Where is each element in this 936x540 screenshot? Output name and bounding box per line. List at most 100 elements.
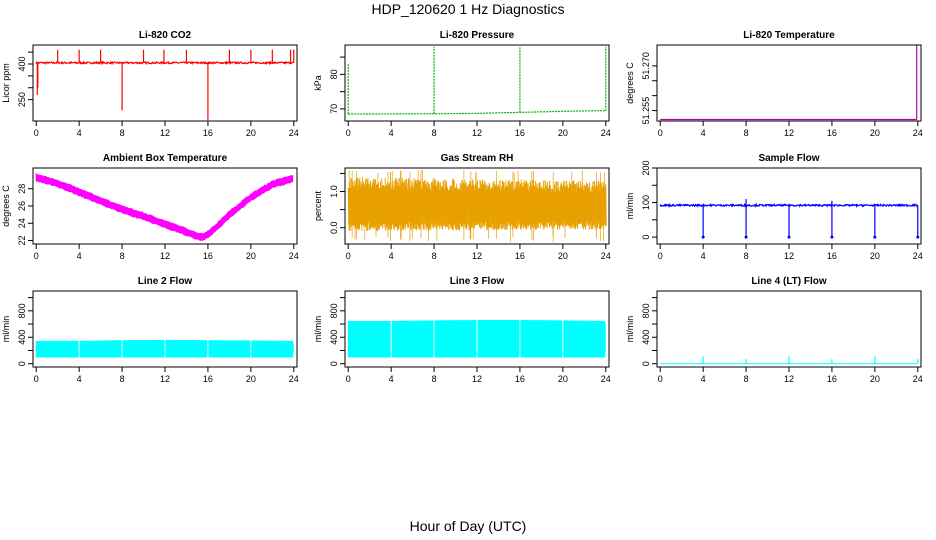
rh-trace <box>477 189 480 224</box>
x-tick-label: 24 <box>913 374 923 384</box>
x-tick-label: 4 <box>77 374 82 384</box>
y-axis-label: ml/min <box>313 316 323 343</box>
x-tick-label: 16 <box>515 374 525 384</box>
panel-title: Li-820 Pressure <box>440 30 515 41</box>
chart-panel-3: Ambient Box Temperature degrees C 0 4 8 12 16 2… <box>1 153 299 261</box>
x-tick-label: 12 <box>472 251 482 261</box>
x-tick-label: 16 <box>203 251 213 261</box>
x-tick-label: 16 <box>827 374 837 384</box>
y-tick-label: 80 <box>329 69 339 79</box>
spike-point <box>916 235 920 239</box>
x-tick-label: 8 <box>744 251 749 261</box>
x-tick-label: 12 <box>472 374 482 384</box>
rh-trace <box>596 187 599 229</box>
rh-trace <box>508 186 510 222</box>
y-axis-label: percent <box>313 190 323 221</box>
flow-band-segment <box>79 340 122 358</box>
rh-trace <box>437 189 440 227</box>
y-tick-label: 26 <box>17 201 27 211</box>
x-tick-label: 8 <box>744 374 749 384</box>
series-line <box>35 60 294 66</box>
rh-trace <box>478 188 481 228</box>
panel-title: Line 2 Flow <box>138 276 193 287</box>
rh-trace <box>589 192 591 223</box>
y-axis-label: degrees C <box>625 62 635 104</box>
y-tick-label: 70 <box>329 104 339 114</box>
panel-title: Line 4 (LT) Flow <box>751 276 827 287</box>
x-tick-label: 20 <box>246 374 256 384</box>
x-tick-label: 0 <box>346 128 351 138</box>
y-axis-label: Licor ppm <box>1 63 11 103</box>
x-tick-label: 4 <box>701 374 706 384</box>
rh-trace <box>370 188 372 228</box>
x-tick-label: 16 <box>203 128 213 138</box>
x-tick-label: 0 <box>346 251 351 261</box>
chart-panel-0: Li-820 CO2 Licor ppm 0 4 8 12 16 20 24 250 400 <box>1 30 299 138</box>
flow-band-segment <box>520 320 563 358</box>
x-tick-label: 0 <box>34 128 39 138</box>
y-axis-label: kPa <box>313 75 323 91</box>
y-tick-label: 0 <box>329 361 339 366</box>
y-tick-label: 400 <box>17 330 27 345</box>
flow-band-segment <box>347 320 391 358</box>
panel-title: Sample Flow <box>758 153 819 164</box>
x-tick-label: 8 <box>744 128 749 138</box>
x-tick-label: 12 <box>784 128 794 138</box>
x-tick-label: 0 <box>658 128 663 138</box>
plot-area <box>35 339 294 358</box>
x-tick-label: 20 <box>246 128 256 138</box>
panel-title: Gas Stream RH <box>441 153 514 164</box>
x-tick-label: 0 <box>658 251 663 261</box>
y-tick-label: 1.0 <box>329 185 339 198</box>
rh-trace <box>461 190 463 228</box>
y-tick-label: 400 <box>329 330 339 345</box>
x-tick-label: 16 <box>515 251 525 261</box>
x-tick-label: 0 <box>346 374 351 384</box>
rh-trace <box>428 187 430 229</box>
rh-trace <box>362 184 365 226</box>
rh-trace <box>458 190 460 231</box>
x-tick-label: 20 <box>246 251 256 261</box>
rh-trace <box>555 192 557 222</box>
plot-area <box>659 199 920 239</box>
rh-trace <box>507 190 509 222</box>
y-axis-label: ml/min <box>625 316 635 343</box>
x-tick-label: 12 <box>784 251 794 261</box>
y-tick-label: 400 <box>17 56 27 71</box>
chart-panel-2: Li-820 Temperature degrees C 0 4 8 12 16 20 24 51… <box>625 30 923 138</box>
x-tick-label: 4 <box>389 251 394 261</box>
x-tick-label: 20 <box>558 374 568 384</box>
rh-trace <box>555 191 558 225</box>
y-tick-label: 800 <box>329 303 339 318</box>
x-tick-label: 4 <box>701 251 706 261</box>
chart-panel-4: Gas Stream RH percent 0 4 8 12 16 20 24 0.0 1.0 <box>313 153 611 261</box>
x-tick-label: 0 <box>34 374 39 384</box>
x-tick-label: 16 <box>827 128 837 138</box>
x-tick-label: 4 <box>389 374 394 384</box>
y-tick-label: 24 <box>17 218 27 228</box>
x-tick-label: 20 <box>558 251 568 261</box>
flow-band-segment <box>208 340 251 358</box>
x-tick-label: 12 <box>160 374 170 384</box>
chart-panel-6: Line 2 Flow ml/min 0 4 8 12 16 20 24 0 400 800 <box>1 276 299 384</box>
x-tick-label: 4 <box>77 128 82 138</box>
x-tick-label: 8 <box>120 128 125 138</box>
flow-band-segment <box>165 339 208 358</box>
flow-band-segment <box>35 340 79 358</box>
chart-panel-1: Li-820 Pressure kPa 0 4 8 12 16 20 24 70 80 <box>313 30 611 138</box>
rh-trace <box>573 184 576 229</box>
x-tick-label: 0 <box>658 374 663 384</box>
y-tick-label: 800 <box>641 303 651 318</box>
series-line <box>348 110 606 115</box>
rh-trace <box>395 181 398 227</box>
y-tick-label: 0.0 <box>329 221 339 234</box>
y-axis-label: degrees C <box>1 185 11 227</box>
x-tick-label: 8 <box>432 128 437 138</box>
x-tick-label: 12 <box>160 251 170 261</box>
y-tick-label: 0 <box>641 235 651 240</box>
rh-trace <box>441 186 444 230</box>
spike-point <box>701 235 705 239</box>
x-tick-label: 24 <box>601 128 611 138</box>
rh-trace <box>428 188 431 229</box>
x-tick-label: 12 <box>160 128 170 138</box>
